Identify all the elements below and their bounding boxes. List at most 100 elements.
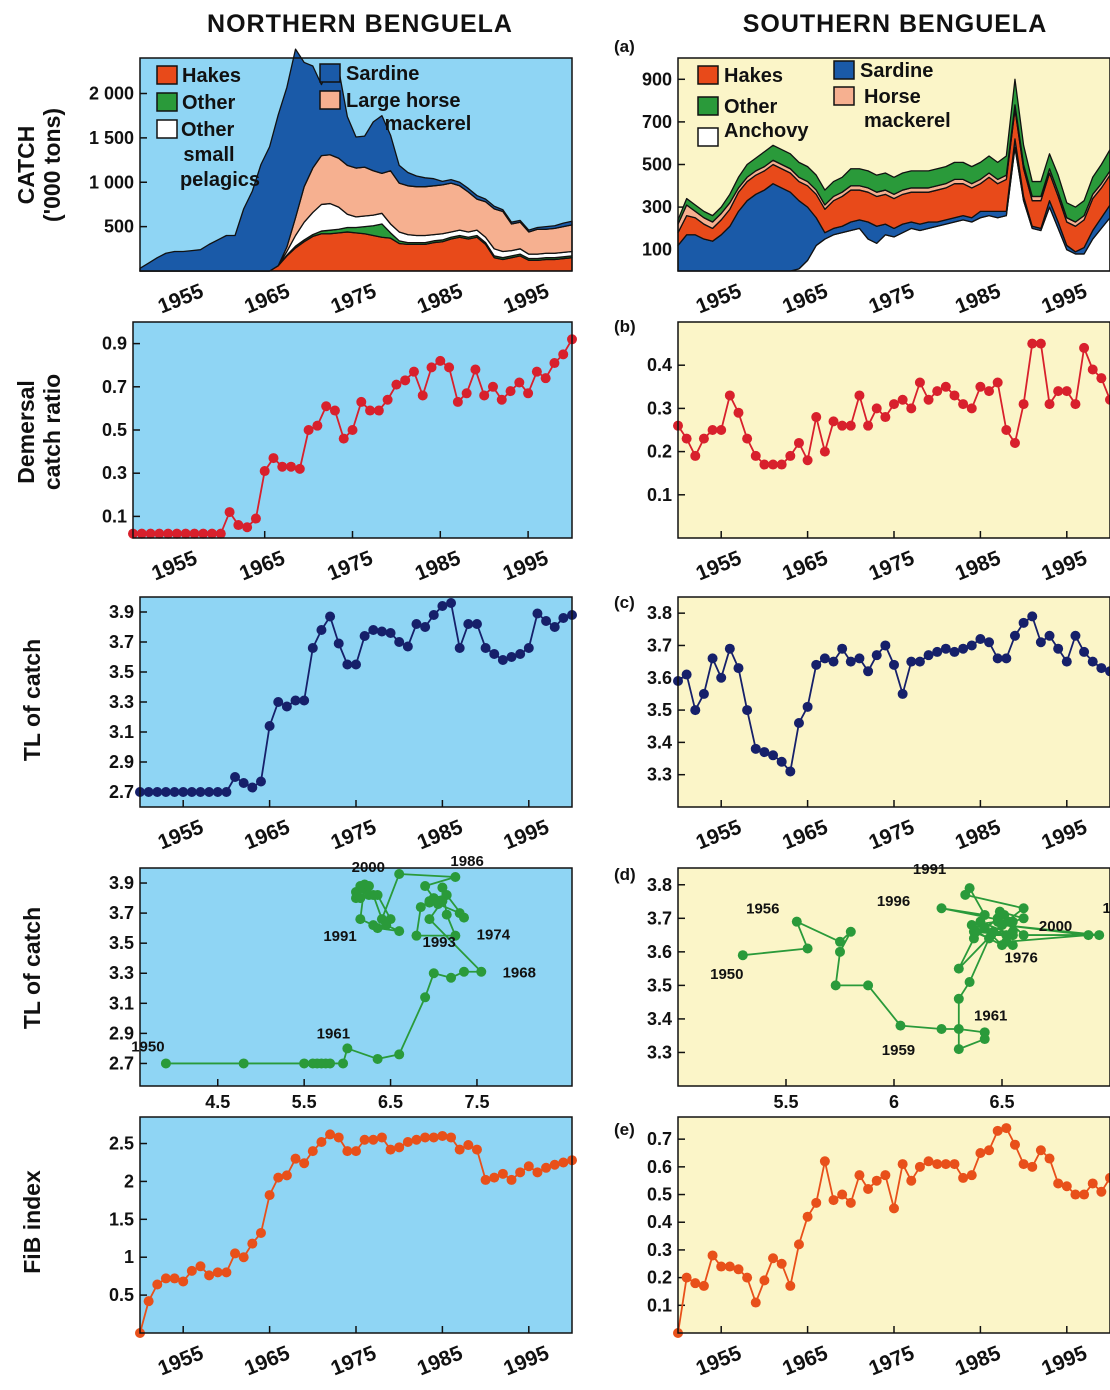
legend-swatch-sardine-south (833, 60, 855, 80)
south-catch-frame (677, 57, 1110, 272)
south-tl-point (1018, 617, 1029, 628)
north-demersal-point (558, 349, 569, 360)
north-tl-xtick-label: 1965 (241, 815, 293, 854)
south-fib-point (880, 1170, 891, 1181)
south-tl-background (678, 597, 1110, 807)
south-phase-ytick-label: 3.7 (647, 908, 672, 928)
north-demersal-point (189, 528, 200, 539)
north-tl-point (558, 613, 569, 623)
north-phase-point (428, 968, 439, 979)
north-phase-xtick-label: 6.5 (378, 1092, 403, 1112)
north-phase-ytick-label: 2.7 (109, 1053, 134, 1073)
south-phase-year-label: 1959 (882, 1042, 915, 1059)
north-demersal-ytick-label: 0.9 (102, 334, 127, 354)
north-fib-point (195, 1261, 206, 1272)
north-demersal-xtick-label: 1975 (324, 546, 376, 585)
north-phase-point (238, 1058, 249, 1069)
north-phase-xtick-label: 7.5 (464, 1092, 489, 1112)
north-fib-point (325, 1129, 336, 1140)
south-fib-point (1096, 1186, 1107, 1197)
south-fib-point (1061, 1181, 1072, 1192)
south-fib-xtick-label: 1995 (1038, 1341, 1090, 1380)
north-fib-point (446, 1132, 457, 1143)
south-fib-point (793, 1239, 804, 1250)
north-demersal-point (523, 388, 534, 399)
south-fib-point (984, 1145, 995, 1156)
south-demersal-point (984, 386, 995, 397)
legend-swatch-horse-mackerel (833, 86, 855, 106)
south-demersal-point (1044, 399, 1055, 410)
south-fib-point (906, 1175, 917, 1186)
north-tl-point (506, 652, 517, 662)
south-demersal-point (733, 407, 744, 418)
south-fib-point (1105, 1172, 1110, 1183)
north-fib-xtick-label: 1985 (414, 1341, 466, 1380)
north-fib-frame (139, 1116, 573, 1334)
south-tl-point (716, 672, 727, 683)
north-phase-point (450, 872, 461, 883)
south-phase-ytick-label: 3.5 (647, 975, 672, 995)
south-fib-point (811, 1197, 822, 1208)
north-phase-point (160, 1058, 171, 1069)
north-tl-point (342, 659, 353, 670)
legend-label-anchovy: Anchovy (724, 120, 809, 142)
north-demersal-point (347, 425, 358, 435)
south-demersal-point (1001, 425, 1012, 435)
south-demersal-point (837, 420, 848, 431)
south-demersal-point (863, 420, 874, 431)
north-fib-point (558, 1157, 569, 1168)
north-phase-point (411, 930, 422, 941)
north-demersal-point (145, 528, 156, 539)
north-catch-xtick-label: 1955 (155, 279, 207, 318)
north-tl-point (307, 643, 318, 653)
demersal-row-label-2: catch ratio (39, 374, 65, 490)
south-fib-point (940, 1159, 951, 1170)
north-tl-point (247, 782, 258, 793)
north-tl-point (169, 787, 180, 797)
north-tl-ytick-label: 3.3 (109, 692, 134, 712)
north-tl-point (541, 616, 552, 626)
north-tl-point (446, 598, 457, 608)
north-fib-point (204, 1270, 215, 1281)
north-fib-point (143, 1296, 154, 1307)
north-fib-point (230, 1248, 241, 1259)
north-fib-xtick-label: 1975 (328, 1341, 380, 1380)
north-tl-point (523, 643, 534, 653)
north-phase-point (355, 914, 366, 925)
south-phase-year-label: 1996 (877, 893, 910, 910)
north-phase-year-label: 1974 (477, 927, 511, 944)
panel-letter-d: (d) (614, 865, 636, 884)
south-fib-point (992, 1125, 1003, 1136)
south-catch-xtick-label: 1955 (693, 279, 745, 318)
south-fib-point (819, 1156, 830, 1167)
south-catch-ytick-label: 500 (642, 155, 672, 175)
south-demersal-point (1061, 386, 1072, 397)
north-tl-point (489, 649, 500, 659)
south-phase-point (737, 950, 748, 961)
north-demersal-ytick-label: 0.3 (102, 463, 127, 483)
north-fib-xtick-label: 1965 (241, 1341, 293, 1380)
south-phase-point (895, 1020, 906, 1031)
north-tl-point (273, 697, 284, 707)
south-demersal-point (923, 394, 934, 405)
south-tl-point (811, 659, 822, 670)
south-phase-point (835, 936, 845, 947)
south-tl-ytick-label: 3.8 (647, 603, 672, 623)
south-fib-point (802, 1211, 813, 1222)
south-fib-ytick-label: 0.6 (647, 1157, 672, 1177)
north-demersal-point (250, 513, 261, 524)
north-fib-point (186, 1265, 197, 1276)
north-tl-point (437, 601, 448, 611)
south-tl-point (889, 659, 899, 670)
south-phase-point (830, 980, 841, 991)
south-phase-xtick-label: 5.5 (773, 1092, 798, 1112)
north-demersal-point (215, 528, 226, 539)
south-demersal-xtick-label: 1965 (779, 546, 831, 585)
south-demersal-point (1009, 437, 1020, 448)
north-demersal-point (391, 379, 402, 390)
south-fib-xtick-label: 1985 (952, 1341, 1004, 1380)
north-fib-point (273, 1172, 284, 1183)
south-fib-ytick-label: 0.1 (647, 1295, 672, 1315)
south-demersal-point (871, 403, 882, 414)
north-demersal-point (365, 405, 376, 416)
